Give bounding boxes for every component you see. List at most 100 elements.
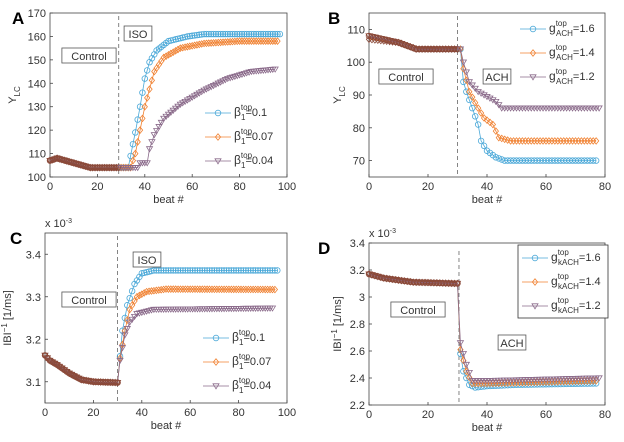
data-point	[81, 163, 90, 170]
data-point	[492, 98, 500, 106]
legend-label: βtop 1=0.1	[232, 328, 265, 347]
data-point	[53, 362, 61, 369]
data-point	[203, 30, 210, 38]
data-point	[257, 285, 264, 294]
data-point	[245, 285, 252, 294]
data-point	[474, 89, 482, 96]
x-axis-label: beat #	[472, 422, 503, 434]
data-point	[121, 332, 129, 339]
data-point	[201, 285, 208, 294]
data-point	[174, 103, 182, 110]
data-point	[167, 49, 174, 58]
legend-sup: top	[556, 19, 568, 28]
legend-symbol: g	[551, 298, 558, 312]
data-point	[205, 30, 212, 38]
data-point	[55, 156, 64, 163]
data-point	[266, 267, 274, 274]
data-point	[58, 156, 66, 164]
panel-label: D	[318, 239, 330, 258]
legend-sub: 1	[241, 137, 246, 146]
data-point	[220, 285, 228, 294]
data-point	[257, 37, 265, 45]
annotation-label: Control	[71, 295, 106, 307]
data-point	[210, 38, 217, 47]
data-point	[208, 39, 215, 47]
data-point	[545, 137, 553, 145]
legend-sup: top	[241, 103, 253, 112]
data-point	[124, 302, 131, 309]
data-point	[132, 129, 139, 136]
annotation-box	[482, 68, 512, 85]
legend-value: =0.1	[245, 107, 267, 119]
data-point	[264, 285, 271, 294]
data-point	[236, 30, 243, 38]
y-tick-label: 140	[28, 78, 46, 90]
data-point	[139, 89, 146, 96]
data-point	[525, 137, 532, 145]
data-point	[203, 267, 211, 274]
data-point	[67, 159, 76, 166]
legend-symbol: g	[551, 274, 558, 288]
annotation-box	[123, 25, 153, 42]
data-point	[560, 137, 567, 145]
data-point	[217, 30, 224, 38]
y-tick-label: 110	[28, 149, 46, 161]
data-point	[466, 87, 473, 96]
data-point	[214, 109, 222, 117]
data-point	[198, 31, 205, 38]
data-point	[129, 156, 137, 165]
data-point	[155, 124, 163, 131]
data-point	[136, 126, 144, 134]
data-point	[262, 37, 269, 45]
data-point	[214, 133, 222, 141]
data-point	[211, 267, 218, 274]
axis-exponent: x 10-3	[369, 228, 396, 240]
legend-sup: top	[239, 328, 251, 337]
data-point	[480, 379, 488, 388]
data-point	[148, 76, 156, 85]
data-point	[228, 267, 235, 274]
data-point	[232, 267, 240, 274]
y-tick-label: 90	[353, 90, 365, 102]
series-purple	[46, 66, 279, 172]
data-point	[79, 163, 87, 170]
data-point	[160, 285, 167, 294]
data-point	[212, 30, 220, 38]
y-tick-label: 3.3	[26, 292, 41, 304]
legend-entry: gtop ACH=1.4	[520, 43, 595, 62]
data-point	[217, 38, 224, 47]
legend-sup: top	[239, 352, 251, 361]
legend-value: =0.1	[243, 332, 265, 344]
annotation-label: ACH	[500, 338, 523, 350]
legend-value: =0.07	[245, 131, 273, 143]
data-point	[143, 67, 151, 74]
data-point	[486, 95, 494, 102]
data-point	[469, 379, 476, 388]
annotation-ach: ACH	[497, 334, 527, 351]
data-point	[240, 285, 247, 294]
data-point	[480, 114, 488, 122]
data-point	[162, 113, 170, 120]
data-point	[172, 267, 179, 274]
data-point	[126, 305, 133, 314]
legend-value: =1.6	[579, 252, 601, 264]
data-point	[257, 30, 265, 38]
data-point	[182, 285, 189, 294]
legend-sup: top	[558, 272, 570, 281]
legend-label: gtop kACH=1.6	[551, 248, 601, 267]
data-point	[486, 379, 494, 388]
data-point	[507, 137, 514, 145]
data-point	[471, 85, 479, 93]
annotation-ach: ACH	[482, 68, 512, 85]
data-point	[480, 142, 488, 150]
data-point	[157, 267, 165, 274]
data-point	[174, 285, 182, 293]
data-point	[143, 160, 151, 167]
data-point	[462, 69, 471, 76]
annotation-iso: ISO	[123, 25, 153, 42]
data-point	[377, 274, 385, 281]
legend-symbol: g	[549, 21, 556, 35]
data-point	[248, 30, 255, 38]
series-purple	[365, 33, 603, 112]
